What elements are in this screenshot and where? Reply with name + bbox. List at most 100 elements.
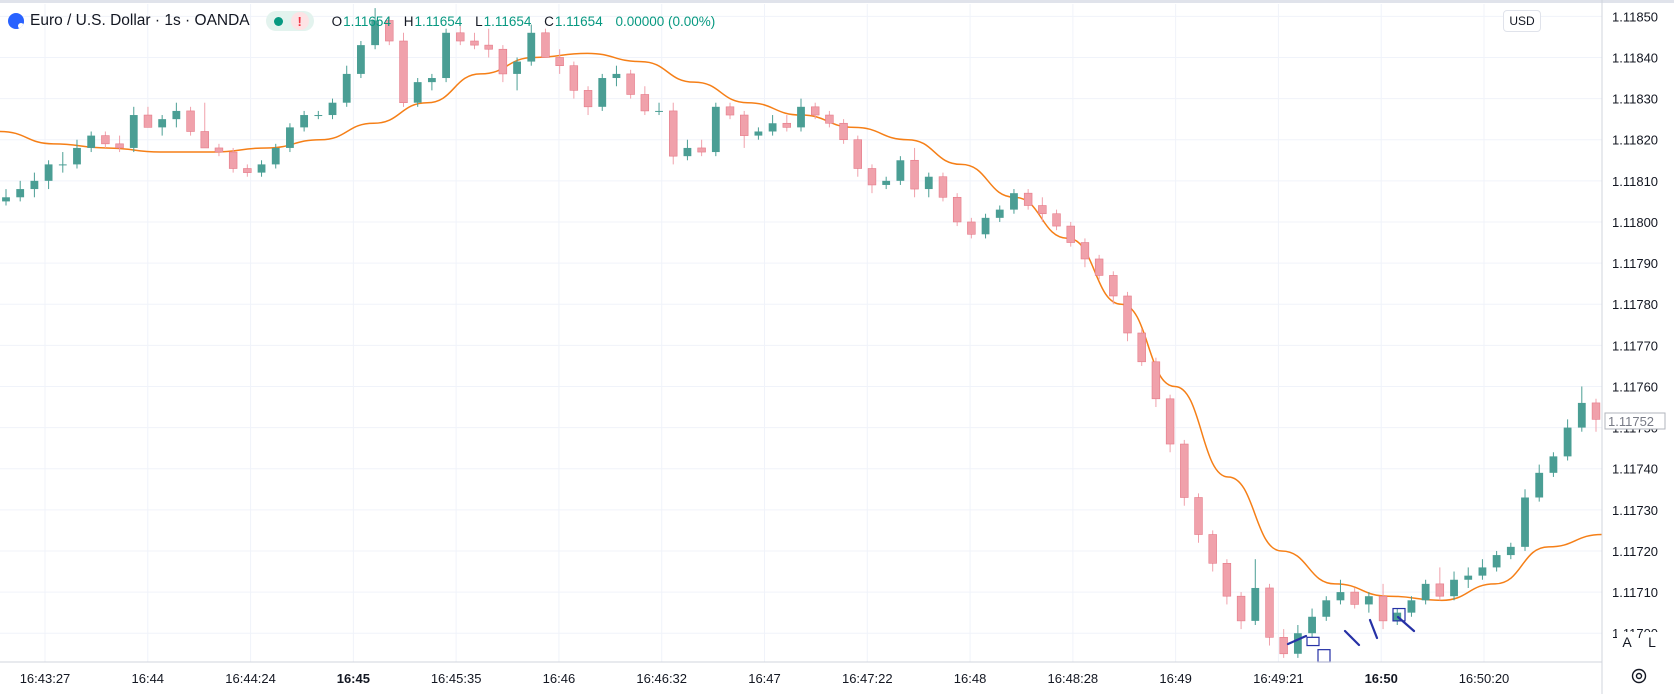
candle-body-67: [952, 196, 962, 223]
candle-body-12: [172, 110, 181, 120]
candle-body-13: [186, 110, 195, 132]
low-value: L1.11654: [475, 13, 532, 29]
candle-body-18: [257, 164, 266, 173]
candle-body-24: [342, 73, 351, 103]
symbol-title[interactable]: Euro / U.S. Dollar · 1s · OANDA: [30, 12, 250, 29]
candle-21: [300, 110, 309, 132]
y-tick-label-11: 1.11810: [1612, 174, 1658, 189]
candle-body-75: [1066, 225, 1075, 243]
y-tick-label-14: 1.11840: [1612, 50, 1658, 65]
y-tick-label-12: 1.11820: [1612, 133, 1658, 148]
settings-gear-icon[interactable]: [1630, 667, 1648, 685]
annotation-box-2: [1392, 607, 1406, 622]
candle-70: [995, 205, 1004, 222]
candle-57: [810, 102, 820, 120]
candle-body-19: [271, 147, 280, 165]
candle-3: [44, 160, 53, 190]
candle-body-44: [626, 73, 635, 95]
candle-body-82: [1165, 398, 1175, 445]
candle-74: [1052, 209, 1061, 231]
candle-body-103: [1464, 575, 1473, 580]
annotation-stroke-1: [1343, 629, 1361, 647]
time-axis-labels: 16:43:27 16:44 16:44:24 16:45 16:45:35 16:46 1…: [20, 671, 1510, 686]
candle-body-31: [442, 32, 450, 79]
candle-46: [655, 102, 663, 116]
candle-76: [1080, 238, 1090, 268]
candle-body-81: [1151, 361, 1161, 400]
candle-body-17: [243, 168, 252, 173]
candle-body-57: [810, 106, 820, 116]
candle-body-54: [768, 123, 777, 132]
candle-body-8: [115, 143, 124, 149]
candle-68: [967, 217, 976, 239]
candle-body-94: [1336, 592, 1345, 601]
candle-body-89: [1265, 587, 1274, 638]
x-tick-label-4: 16:45:35: [431, 671, 482, 686]
candle-36: [513, 57, 521, 91]
candle-body-23: [328, 102, 337, 116]
candle-body-55: [782, 122, 792, 128]
y-tick-label-2: 1.11720: [1612, 544, 1658, 559]
candle-body-42: [598, 78, 607, 107]
candle-body-95: [1350, 591, 1359, 605]
candle-103: [1464, 567, 1473, 588]
candle-90: [1279, 629, 1288, 658]
candle-4: [58, 152, 67, 173]
candle-body-39: [555, 57, 564, 66]
candle-94: [1336, 579, 1345, 605]
symbol-legend[interactable]: Euro / U.S. Dollar · 1s · OANDA ! O1.116…: [8, 10, 715, 32]
candle-34: [484, 28, 493, 58]
candle-body-5: [73, 147, 81, 165]
candle-body-14: [200, 131, 209, 149]
candle-45: [640, 86, 650, 116]
log-scale-button[interactable]: L: [1642, 632, 1662, 652]
candle-body-90: [1279, 637, 1288, 655]
candle-body-87: [1236, 595, 1246, 622]
candle-24: [342, 65, 351, 107]
x-tick-label-3: 16:45: [337, 671, 370, 686]
candle-6: [87, 131, 96, 153]
candle-body-15: [214, 147, 224, 153]
candle-48: [683, 139, 692, 161]
y-tick-label-8: 1.11780: [1612, 297, 1658, 312]
candle-body-74: [1052, 213, 1061, 227]
candle-body-56: [797, 106, 805, 128]
candle-73: [1038, 197, 1047, 222]
candle-105: [1492, 550, 1501, 572]
candle-22: [314, 110, 323, 120]
x-tick-label-11: 16:49: [1159, 671, 1192, 686]
x-tick-label-1: 16:44: [132, 671, 165, 686]
candle-body-48: [683, 147, 692, 157]
candle-body-61: [867, 168, 877, 186]
candle-28: [399, 32, 408, 107]
candle-79: [1123, 291, 1132, 342]
last-price-label: 1.11752: [1608, 414, 1654, 429]
candle-body-36: [513, 61, 521, 74]
market-status[interactable]: !: [265, 11, 314, 31]
annotation-box-0: [1306, 636, 1320, 647]
last-price-box: [1604, 412, 1666, 430]
candle-110: [1563, 419, 1572, 461]
close-value: C1.11654: [544, 13, 603, 29]
candle-body-21: [300, 115, 309, 128]
candle-11: [158, 115, 167, 136]
moving-average: [0, 52, 1603, 602]
auto-scale-button[interactable]: A: [1617, 632, 1637, 652]
candle-83: [1180, 439, 1189, 506]
candle-body-104: [1478, 567, 1487, 576]
candle-39: [555, 49, 564, 74]
candle-body-32: [456, 32, 465, 42]
candle-64: [910, 147, 919, 198]
candle-13: [186, 106, 195, 136]
candle-body-73: [1038, 205, 1047, 215]
candle-body-16: [228, 151, 238, 169]
candle-104: [1478, 559, 1487, 580]
x-tick-label-8: 16:47:22: [842, 671, 893, 686]
x-tick-label-7: 16:47: [748, 671, 781, 686]
open-value: O1.11654: [331, 13, 391, 29]
currency-selector[interactable]: USD: [1503, 10, 1541, 32]
drawing-annotations[interactable]: [1286, 607, 1416, 663]
candle-18: [257, 160, 266, 177]
candle-body-111: [1577, 402, 1586, 428]
